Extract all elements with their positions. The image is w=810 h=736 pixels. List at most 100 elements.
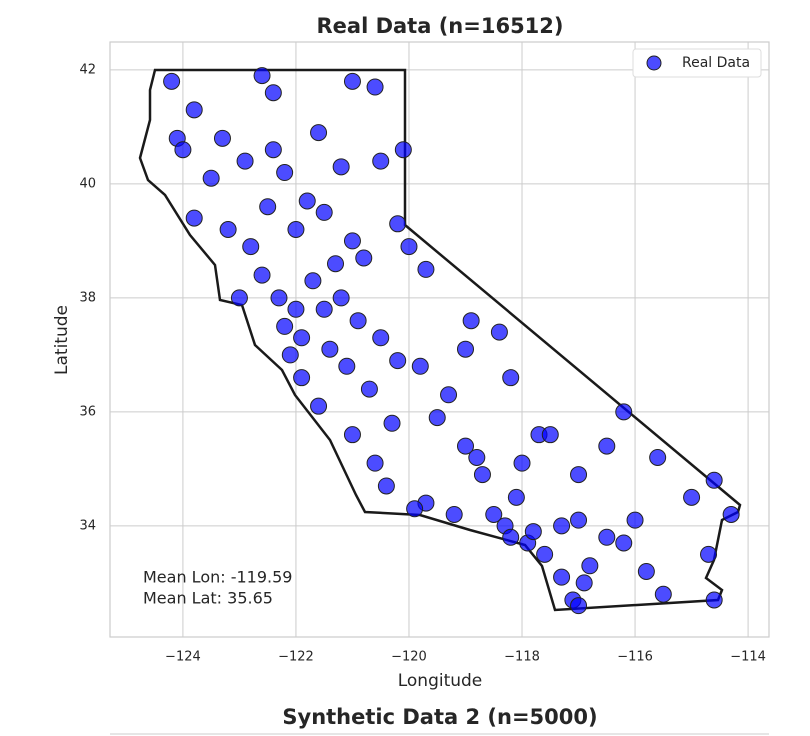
legend-label: Real Data (682, 55, 750, 71)
point (213, 129, 231, 147)
x-tick-label: −116 (617, 650, 653, 665)
point (332, 158, 350, 176)
point (315, 203, 333, 221)
point (298, 192, 316, 210)
point (321, 340, 339, 358)
x-tick-label: −120 (391, 650, 427, 665)
point (276, 317, 294, 335)
point (264, 141, 282, 159)
legend: Real Data (632, 48, 762, 78)
y-tick-label: 36 (79, 404, 96, 419)
point (440, 386, 458, 404)
point (700, 545, 718, 563)
point (428, 409, 446, 427)
point (219, 221, 237, 239)
y-tick-label: 40 (79, 176, 96, 191)
point (230, 289, 248, 307)
annotation: Mean Lat: 35.65 (143, 589, 273, 608)
plot-area (110, 42, 769, 637)
point (570, 466, 588, 484)
point (343, 72, 361, 90)
point (253, 266, 271, 284)
point (327, 255, 345, 273)
axes-frame (109, 41, 770, 638)
point (377, 477, 395, 495)
point (185, 101, 203, 119)
point (417, 260, 435, 278)
point (264, 84, 282, 102)
point (649, 448, 667, 466)
point (575, 574, 593, 592)
point (513, 454, 531, 472)
point (310, 124, 328, 142)
point (287, 221, 305, 239)
point (553, 517, 571, 535)
point (270, 289, 288, 307)
point (293, 369, 311, 387)
point (304, 272, 322, 290)
y-tick-label: 34 (79, 518, 96, 533)
point (615, 403, 633, 421)
point (524, 523, 542, 541)
chart-title: Synthetic Data 2 (n=5000) (282, 705, 597, 729)
point (343, 426, 361, 444)
point (338, 357, 356, 375)
x-axis-label: Longitude (398, 671, 483, 691)
point (468, 448, 486, 466)
point (276, 164, 294, 182)
point (281, 346, 299, 364)
point (349, 312, 367, 330)
y-axis-label: Latitude (52, 305, 72, 375)
annotation: Mean Lon: -119.59 (143, 568, 292, 587)
point (372, 329, 390, 347)
point (372, 152, 390, 170)
point (654, 585, 672, 603)
point (502, 528, 520, 546)
point (485, 505, 503, 523)
point (598, 437, 616, 455)
point (355, 249, 373, 267)
point (400, 238, 418, 256)
point (389, 352, 407, 370)
point (570, 511, 588, 529)
point (598, 528, 616, 546)
point (236, 152, 254, 170)
point (553, 568, 571, 586)
point (332, 289, 350, 307)
legend-marker (646, 55, 662, 71)
point (360, 380, 378, 398)
point (202, 169, 220, 187)
point (389, 215, 407, 233)
y-tick-label: 42 (79, 62, 96, 77)
state-outline (138, 68, 742, 612)
point (473, 466, 491, 484)
point (456, 340, 474, 358)
x-tick-label: −118 (504, 650, 540, 665)
point (411, 357, 429, 375)
point (456, 437, 474, 455)
point (259, 198, 277, 216)
point (536, 545, 554, 563)
point (343, 232, 361, 250)
point (541, 426, 559, 444)
point (293, 329, 311, 347)
point (507, 488, 525, 506)
chart-title: Real Data (n=16512) (316, 14, 563, 38)
x-tick-label: −122 (278, 650, 314, 665)
point (462, 312, 480, 330)
point (615, 534, 633, 552)
point (315, 300, 333, 318)
point (163, 72, 181, 90)
point (366, 78, 384, 96)
point (383, 414, 401, 432)
point (683, 488, 701, 506)
point (242, 238, 260, 256)
point (502, 369, 520, 387)
point (253, 67, 271, 85)
point (705, 471, 723, 489)
y-tick-label: 38 (79, 290, 96, 305)
point (722, 505, 740, 523)
point (626, 511, 644, 529)
point (394, 141, 412, 159)
